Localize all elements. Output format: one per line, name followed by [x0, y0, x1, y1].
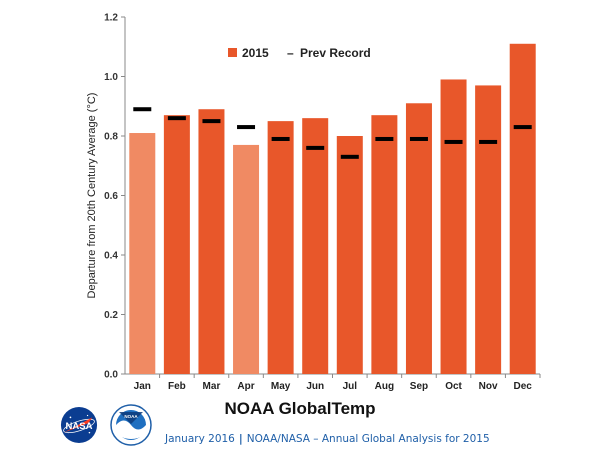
footer-text: NOAA/NASA – Annual Global Analysis for 2…	[246, 433, 490, 445]
footer-separator: |	[238, 433, 243, 445]
chart-bars	[129, 43, 536, 375]
record-marker-aug	[375, 136, 394, 141]
y-tick-label: 0.8	[104, 132, 118, 143]
bar-feb	[163, 115, 190, 375]
x-tick-label-jun: Jun	[306, 381, 324, 392]
chart-labels: 0.0 0.2 0.4 0.6 0.8 1.0 1.2 Jan Feb Mar Apr May Jun J…	[104, 13, 532, 393]
record-marker-nov	[479, 139, 498, 144]
x-tick-label-jul: Jul	[343, 381, 358, 392]
chart-record-markers	[133, 107, 532, 159]
nasa-logo-text: NASA	[66, 421, 93, 432]
x-tick-label-dec: Dec	[514, 381, 533, 392]
legend-label-prev-record: Prev Record	[300, 46, 371, 60]
record-marker-sep	[409, 136, 428, 141]
x-tick-label-oct: Oct	[445, 381, 462, 392]
chart-title: NOAA GlobalTemp	[224, 399, 376, 418]
noaa-logo: NOAA	[110, 404, 152, 446]
legend-swatch-2015	[228, 48, 237, 57]
y-tick-label: 0.2	[104, 310, 118, 321]
bar-dec	[509, 43, 536, 375]
record-marker-feb	[167, 116, 186, 121]
bar-chart: 0.0 0.2 0.4 0.6 0.8 1.0 1.2 Jan Feb Mar Apr May Jun J…	[86, 13, 541, 393]
legend-label-2015: 2015	[242, 46, 269, 60]
footer-citation: January 2016 | NOAA/NASA – Annual Global A…	[165, 433, 490, 445]
chart-legend: 2015 – Prev Record	[228, 46, 371, 60]
record-marker-oct	[444, 139, 463, 144]
record-marker-dec	[513, 125, 532, 130]
x-tick-label-apr: Apr	[237, 381, 254, 392]
bar-mar	[198, 109, 225, 374]
legend-marker-glyph: –	[287, 46, 294, 60]
record-marker-may	[271, 136, 290, 141]
y-tick-label: 1.2	[104, 13, 118, 24]
record-marker-jan	[133, 107, 152, 112]
x-tick-label-feb: Feb	[168, 381, 186, 392]
record-marker-apr	[237, 125, 256, 130]
footer-date: January 2016	[165, 433, 235, 445]
record-marker-mar	[202, 119, 221, 124]
chart-axes	[121, 16, 541, 378]
bar-jul	[336, 136, 363, 374]
noaa-logo-text: NOAA	[124, 414, 138, 419]
y-tick-label: 0.4	[104, 251, 118, 262]
y-tick-label: 0.6	[104, 191, 118, 202]
x-tick-label-jan: Jan	[134, 381, 151, 392]
x-tick-label-may: May	[271, 381, 291, 392]
bar-sep	[405, 103, 432, 375]
nasa-logo: NASA	[60, 406, 98, 444]
x-tick-label-sep: Sep	[410, 381, 428, 392]
bar-jan	[129, 133, 156, 374]
x-tick-label-aug: Aug	[375, 381, 394, 392]
bar-apr	[233, 144, 260, 374]
y-tick-label: 0.0	[104, 370, 118, 381]
bar-may	[267, 121, 294, 374]
x-tick-label-mar: Mar	[203, 381, 221, 392]
y-tick-label: 1.0	[104, 72, 118, 83]
bar-nov	[475, 85, 502, 375]
y-axis-label: Departure from 20th Century Average (°C)	[86, 93, 98, 299]
record-marker-jul	[340, 154, 359, 159]
bar-aug	[371, 115, 398, 375]
record-marker-jun	[306, 145, 325, 150]
bar-oct	[440, 79, 467, 374]
bar-jun	[302, 118, 329, 375]
x-tick-label-nov: Nov	[479, 381, 498, 392]
